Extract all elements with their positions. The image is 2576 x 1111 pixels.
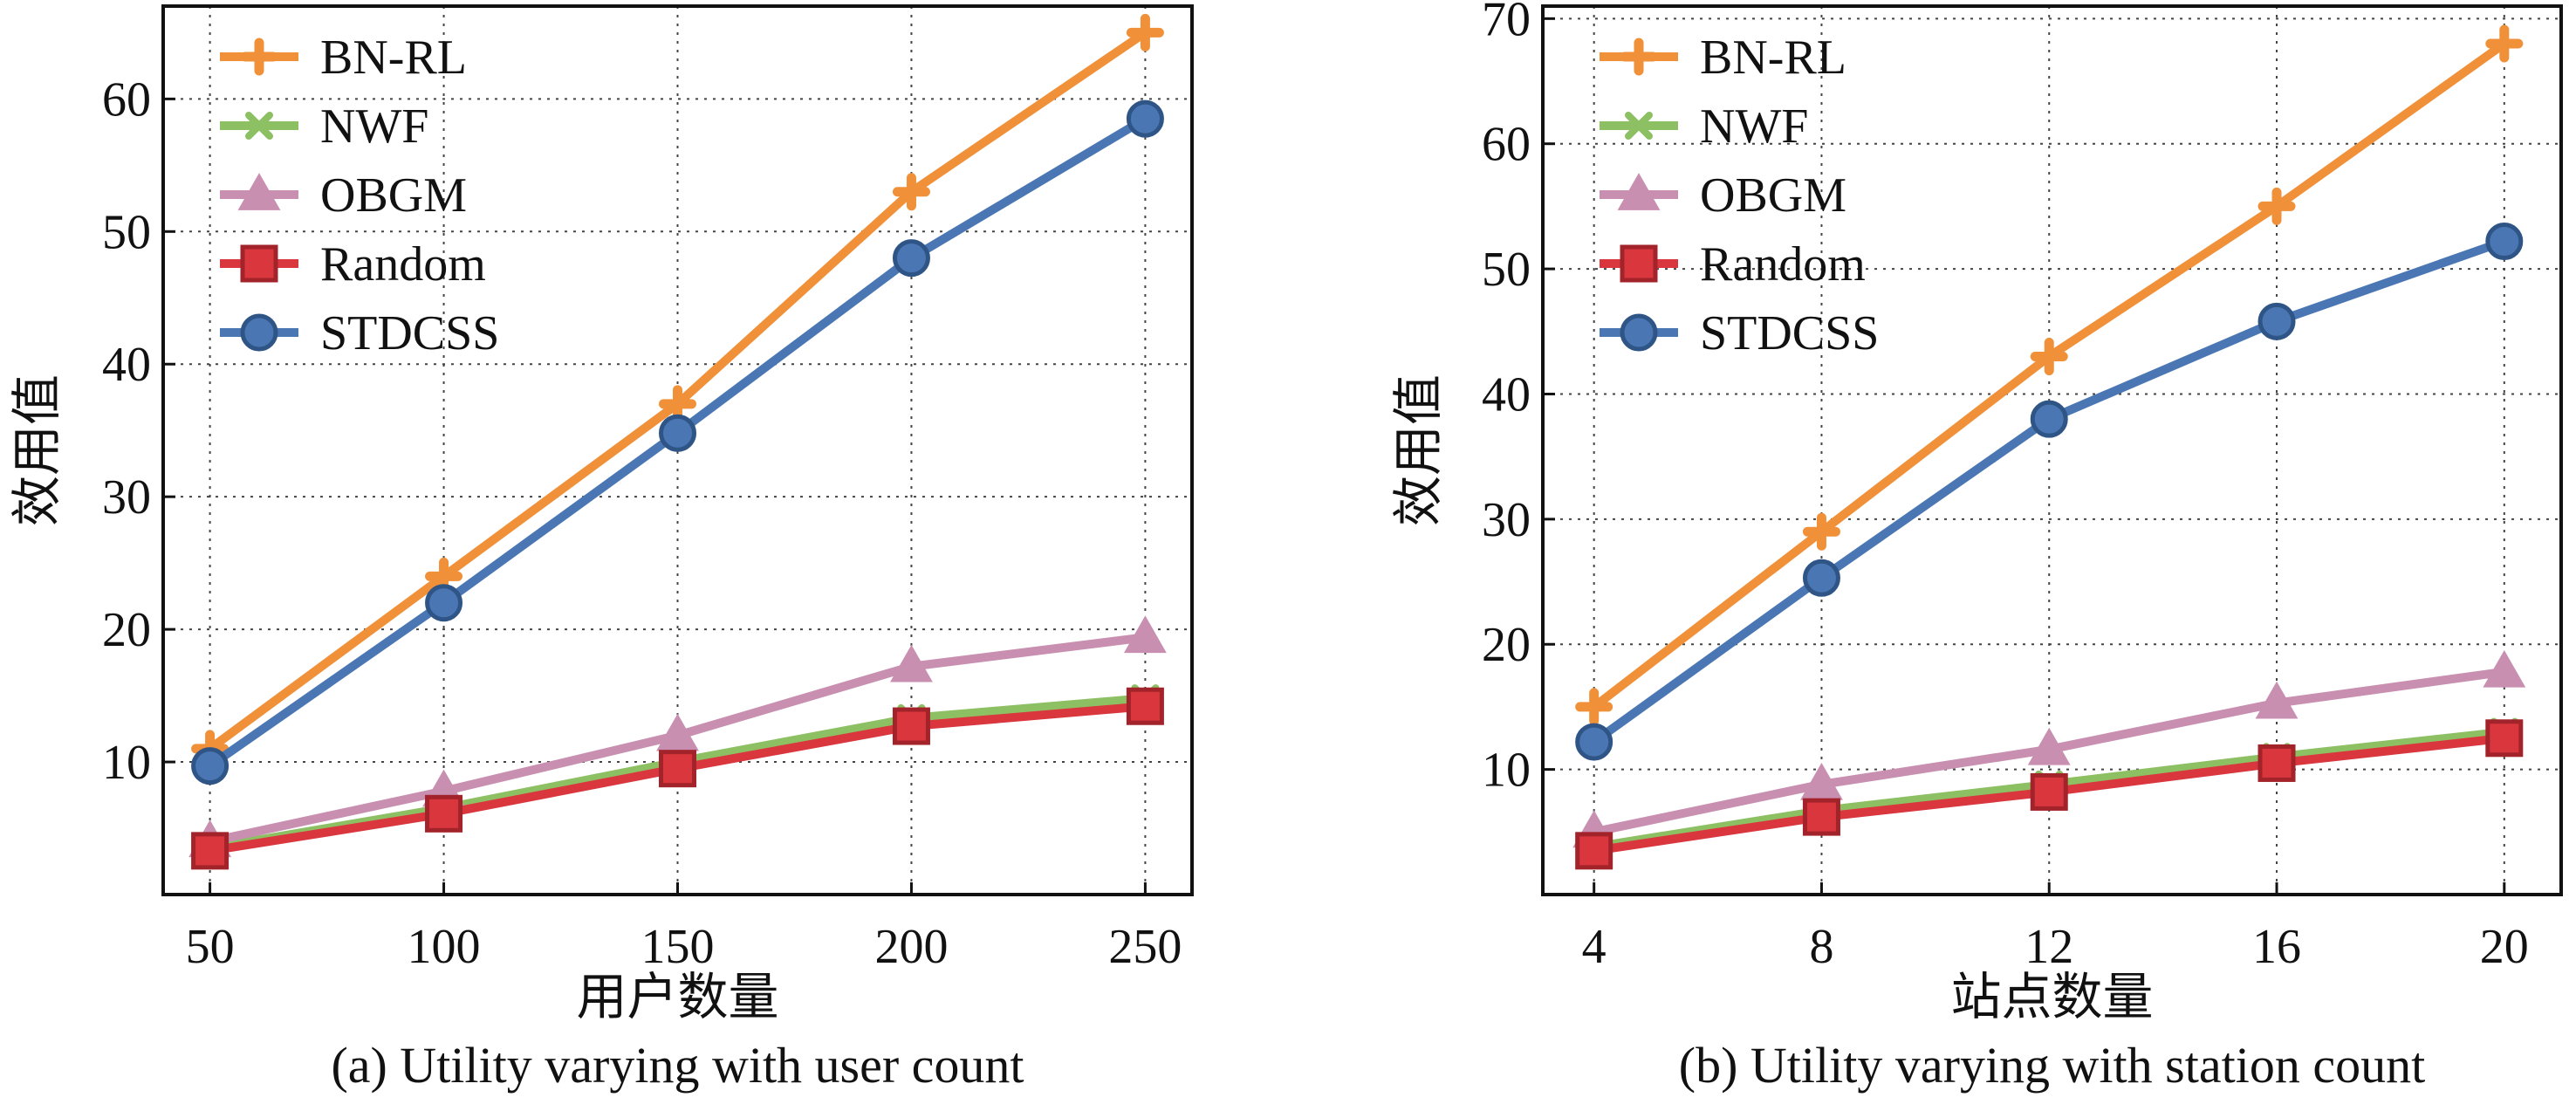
y-tick-label: 10 bbox=[102, 736, 151, 790]
y-tick-label: 30 bbox=[1482, 493, 1531, 547]
legend-label-obgm: OBGM bbox=[320, 168, 467, 223]
data-point-random bbox=[2257, 744, 2296, 782]
y-tick-label: 60 bbox=[102, 72, 151, 127]
data-point-stdcss bbox=[425, 584, 463, 622]
data-point-random bbox=[1575, 832, 1613, 870]
data-point-bn-rl bbox=[2485, 24, 2524, 63]
data-point-stdcss bbox=[191, 747, 230, 785]
y-tick-label: 40 bbox=[102, 338, 151, 392]
data-point-stdcss bbox=[1126, 99, 1164, 138]
legend-marker-nwf bbox=[1625, 112, 1653, 140]
legend-marker-random bbox=[1620, 244, 1658, 283]
y-axis-title: 效用值 bbox=[7, 374, 66, 526]
data-point-stdcss bbox=[2485, 223, 2524, 261]
data-point-bn-rl bbox=[1802, 512, 1840, 551]
x-tick-label: 200 bbox=[874, 920, 948, 974]
data-point-obgm bbox=[2027, 727, 2071, 765]
legend-label-obgm: OBGM bbox=[1700, 168, 1846, 223]
data-point-obgm bbox=[2483, 649, 2526, 688]
legend-marker-obgm bbox=[237, 173, 281, 210]
series-stdcss bbox=[1575, 223, 2524, 761]
x-tick-label: 20 bbox=[2480, 920, 2529, 974]
y-tick-label: 20 bbox=[1482, 618, 1531, 672]
panel-caption: (b) Utility varying with station count bbox=[1679, 1037, 2425, 1094]
legend-label-nwf: NWF bbox=[320, 99, 428, 154]
legend-marker-obgm bbox=[1617, 173, 1661, 210]
data-point-random bbox=[2485, 719, 2524, 758]
x-tick-label: 12 bbox=[2024, 920, 2073, 974]
data-point-bn-rl bbox=[2030, 337, 2068, 375]
series-bn-rl bbox=[191, 13, 1164, 768]
legend-label-nwf: NWF bbox=[1700, 99, 1808, 154]
data-point-stdcss bbox=[1802, 559, 1840, 597]
data-point-random bbox=[425, 794, 463, 833]
data-point-obgm bbox=[890, 644, 933, 682]
legend-label-random: Random bbox=[1700, 237, 1866, 291]
data-point-random bbox=[2030, 772, 2068, 811]
data-point-obgm bbox=[656, 713, 699, 751]
data-point-stdcss bbox=[2257, 302, 2296, 340]
legend-label-bn-rl: BN-RL bbox=[1700, 31, 1846, 85]
legend-marker-nwf bbox=[245, 112, 273, 140]
legend-label-bn-rl: BN-RL bbox=[320, 31, 467, 85]
plot-frame bbox=[1541, 4, 2563, 896]
panel-b-chart: 4 8 12 16 20 10 20 30 40 50 60 70 BN-RL NWF OBGM Random… bbox=[1388, 0, 2563, 1094]
series-random bbox=[191, 687, 1164, 870]
data-point-obgm bbox=[1123, 615, 1167, 654]
data-point-bn-rl bbox=[2257, 187, 2296, 225]
legend: BN-RL NWF OBGM Random STDCSS bbox=[1600, 31, 1879, 360]
data-point-bn-rl bbox=[892, 173, 930, 211]
x-tick-label: 8 bbox=[1809, 920, 1833, 974]
x-tick-label: 150 bbox=[641, 920, 715, 974]
y-axis-title: 效用值 bbox=[1388, 374, 1448, 526]
y-tick-label: 50 bbox=[102, 205, 151, 259]
data-point-obgm bbox=[2255, 681, 2299, 719]
data-point-bn-rl bbox=[659, 385, 696, 423]
x-tick-label: 50 bbox=[186, 920, 235, 974]
legend-marker-bn-rl bbox=[1620, 38, 1658, 76]
y-tick-label: 10 bbox=[1482, 744, 1531, 798]
y-tick-label: 50 bbox=[1482, 243, 1531, 297]
legend-marker-stdcss bbox=[1620, 313, 1658, 352]
legend-marker-bn-rl bbox=[240, 38, 278, 76]
y-tick-label: 70 bbox=[1482, 0, 1531, 46]
x-tick-label: 100 bbox=[408, 920, 481, 974]
y-tick-label: 40 bbox=[1482, 367, 1531, 422]
data-point-bn-rl bbox=[1126, 13, 1164, 51]
y-tick-label: 30 bbox=[102, 470, 151, 525]
x-axis-title: 用户数量 bbox=[576, 967, 778, 1026]
legend-marker-stdcss bbox=[240, 313, 278, 352]
data-point-random bbox=[892, 707, 930, 745]
legend-label-stdcss: STDCSS bbox=[1700, 306, 1879, 360]
x-tick-label: 16 bbox=[2252, 920, 2301, 974]
data-point-bn-rl bbox=[1575, 688, 1613, 726]
y-tick-label: 20 bbox=[102, 603, 151, 657]
x-axis-title: 站点数量 bbox=[1950, 967, 2153, 1026]
plot-frame bbox=[161, 4, 1194, 896]
data-point-random bbox=[191, 832, 230, 870]
data-point-random bbox=[659, 750, 696, 788]
legend-label-random: Random bbox=[320, 237, 486, 291]
data-point-stdcss bbox=[659, 414, 696, 452]
legend-label-stdcss: STDCSS bbox=[320, 306, 499, 360]
data-point-stdcss bbox=[892, 239, 930, 278]
data-point-random bbox=[1126, 687, 1164, 725]
legend-marker-random bbox=[240, 244, 278, 283]
x-tick-label: 250 bbox=[1108, 920, 1182, 974]
panel-caption: (a) Utility varying with user count bbox=[331, 1037, 1024, 1094]
series-random bbox=[1575, 719, 2524, 870]
data-point-stdcss bbox=[1575, 723, 1613, 761]
series-stdcss bbox=[191, 99, 1164, 785]
series-obgm bbox=[1572, 649, 2526, 848]
x-tick-label: 4 bbox=[1582, 920, 1607, 974]
data-point-random bbox=[1802, 798, 1840, 836]
y-tick-label: 60 bbox=[1482, 118, 1531, 172]
legend: BN-RL NWF OBGM Random STDCSS bbox=[220, 31, 499, 360]
data-point-stdcss bbox=[2030, 400, 2068, 438]
series-bn-rl bbox=[1575, 24, 2524, 726]
panel-a-chart: 50 100 150 200 250 10 20 30 40 50 60 BN-RL NWF OBGM Ra… bbox=[7, 4, 1194, 1094]
